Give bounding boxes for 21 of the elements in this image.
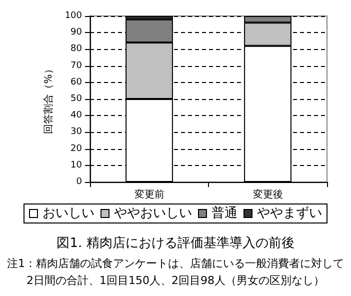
y-axis-title: 回答割合（%） bbox=[42, 64, 54, 134]
y-tick-label: 40 bbox=[70, 110, 82, 121]
x-tick-label: 変更後 bbox=[252, 188, 283, 200]
text: 注1：精肉店舗の試食アンケートは、店舗にいる一般消費者に対して bbox=[7, 257, 344, 270]
y-tick-label: 20 bbox=[70, 144, 82, 154]
y-tick-label: 90 bbox=[70, 28, 82, 38]
legend-label: 普通 bbox=[212, 205, 238, 221]
y-tick-label: 70 bbox=[70, 60, 82, 71]
y-tick-label: 10 bbox=[70, 160, 82, 170]
legend-label: おいしい bbox=[42, 206, 94, 221]
y-tick-label: 60 bbox=[70, 77, 82, 88]
y-tick-label: 100 bbox=[64, 11, 82, 21]
y-tick-label: 30 bbox=[70, 127, 82, 138]
y-tick-label: 50 bbox=[70, 94, 82, 104]
legend-label: ややおいしい bbox=[114, 206, 192, 221]
legend-label: ややまずい bbox=[257, 206, 322, 221]
y-tick-label: 0 bbox=[76, 177, 82, 187]
x-tick-label: 変更前 bbox=[134, 188, 164, 200]
text: 図1. 精肉店における評価基準導入の前後 bbox=[56, 235, 294, 251]
y-tick-label: 80 bbox=[70, 44, 82, 54]
text: 2日間の合計、1回目150人、2回目98人（男女の区別なし） bbox=[26, 274, 325, 287]
